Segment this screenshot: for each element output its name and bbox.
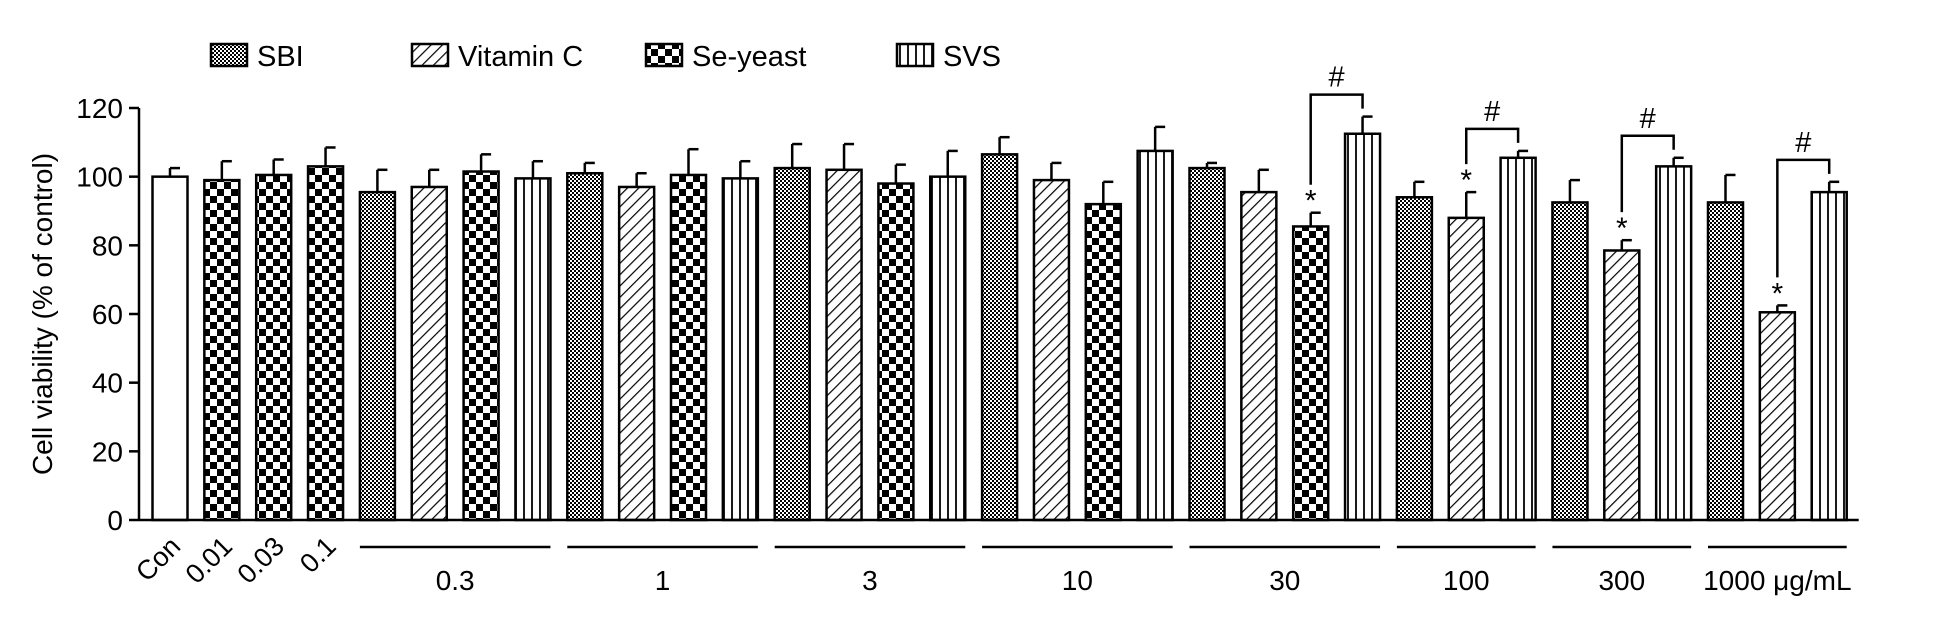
bar xyxy=(669,173,708,522)
bar xyxy=(462,170,500,522)
x-tick-label: 0.3 xyxy=(436,565,475,596)
significance-mark: * xyxy=(1460,164,1472,197)
significance-mark: # xyxy=(1640,103,1656,135)
bar xyxy=(1032,178,1071,522)
legend-label: Vitamin C xyxy=(458,41,583,73)
legend-label: Se-yeast xyxy=(692,41,806,73)
significance-mark: # xyxy=(1329,62,1345,94)
legend-swatch xyxy=(644,42,684,68)
x-tick-label: 0.03 xyxy=(232,531,290,589)
bar xyxy=(1447,216,1485,522)
bar xyxy=(1084,202,1123,522)
significance-mark: # xyxy=(1484,96,1500,128)
bar xyxy=(1603,249,1641,522)
significance-mark: * xyxy=(1305,185,1317,218)
y-tick-label: 100 xyxy=(76,162,123,193)
bar xyxy=(825,168,863,522)
x-tick-label: 10 xyxy=(1062,565,1093,596)
legend-label: SBI xyxy=(257,41,304,73)
bar xyxy=(1810,190,1848,522)
significance-mark: * xyxy=(1772,277,1784,310)
bar xyxy=(1188,166,1226,522)
bar xyxy=(1240,190,1278,522)
bar xyxy=(980,153,1019,522)
y-tick-label: 20 xyxy=(92,436,123,467)
x-tick-label: 1 xyxy=(655,565,671,596)
bar xyxy=(1654,165,1693,522)
bar xyxy=(1758,311,1797,522)
significance-mark: # xyxy=(1795,127,1811,159)
legend-swatch xyxy=(895,42,935,68)
significance-mark: * xyxy=(1616,212,1628,245)
x-tick-label: 1000 μg/mL xyxy=(1703,565,1851,596)
bar xyxy=(1291,225,1330,522)
x-tick-label: Con xyxy=(130,531,186,587)
significance-bracket xyxy=(1465,127,1520,165)
significance-bracket xyxy=(1776,158,1831,278)
significance-bracket xyxy=(1309,93,1364,185)
bar xyxy=(203,178,241,522)
bar xyxy=(151,175,189,522)
bar xyxy=(617,185,656,522)
bar xyxy=(1551,201,1589,522)
y-tick-label: 0 xyxy=(107,505,123,536)
significance-bracket xyxy=(1620,134,1675,213)
bar xyxy=(410,185,448,522)
bar xyxy=(929,175,967,522)
bar xyxy=(514,177,552,522)
y-tick-label: 60 xyxy=(92,299,123,330)
x-tick-label: 300 xyxy=(1598,565,1645,596)
y-tick-label: 80 xyxy=(92,230,123,261)
y-tick-label: 120 xyxy=(76,93,123,124)
legend-swatch xyxy=(209,42,249,68)
bar xyxy=(773,166,811,522)
x-tick-label: 100 xyxy=(1443,565,1490,596)
x-tick-label: 30 xyxy=(1269,565,1300,596)
bar xyxy=(306,165,345,522)
y-axis-label: Cell viability (% of control) xyxy=(27,153,58,475)
bar xyxy=(1343,132,1382,522)
bar xyxy=(1499,156,1537,522)
bar xyxy=(566,171,604,522)
bar xyxy=(721,177,760,522)
bar xyxy=(1706,201,1745,522)
x-tick-label: 3 xyxy=(862,565,878,596)
x-tick-label: 0.1 xyxy=(294,531,342,579)
legend-label: SVS xyxy=(943,41,1001,73)
y-tick-label: 40 xyxy=(92,368,123,399)
bar xyxy=(1395,196,1434,522)
legend-swatch xyxy=(410,42,450,68)
bar xyxy=(358,190,397,522)
bar xyxy=(877,182,915,522)
bar xyxy=(1136,149,1174,522)
bar xyxy=(254,173,293,522)
x-tick-label: 0.01 xyxy=(180,531,238,589)
